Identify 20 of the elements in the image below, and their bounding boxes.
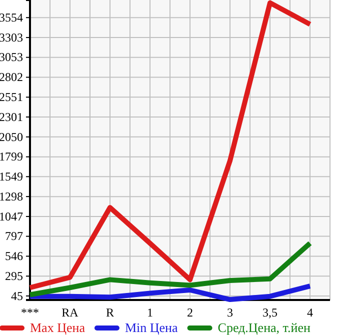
y-tick-label: 1799 [0,150,23,164]
y-tick-label: 3053 [0,50,23,64]
legend-label: Сред.Цена, т.йен [218,320,310,335]
x-tick-label: 3,5 [262,306,278,320]
y-tick-label: 45 [11,288,23,303]
legend-label: Min Цена [124,320,178,335]
legend-label: Max Цена [30,320,86,335]
y-tick-label: 797 [5,229,23,244]
y-tick-label: 1549 [0,169,23,184]
x-tick-label: 3 [227,306,233,320]
x-tick-label: 4 [307,306,313,320]
y-tick-label: 295 [5,268,23,283]
x-tick-label: *** [21,306,39,320]
x-tick-label: R [106,306,114,320]
y-tick-label: 1047 [0,209,23,224]
y-tick-label: 1298 [0,189,23,204]
x-tick-label: 1 [147,306,153,320]
y-tick-label: 546 [5,249,23,264]
x-tick-label: 2 [187,306,193,320]
x-tick-label: RA [62,306,79,320]
